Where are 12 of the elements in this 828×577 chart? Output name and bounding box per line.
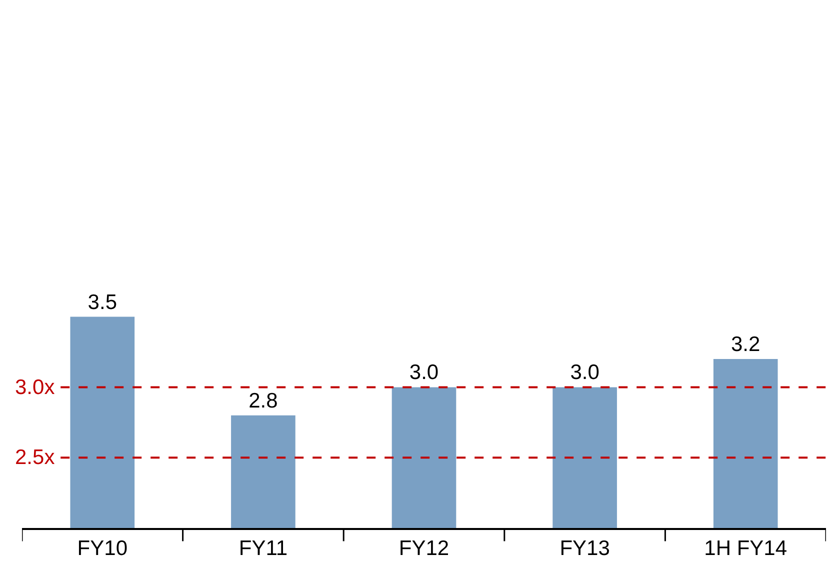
x-tick-label: FY12	[398, 537, 450, 560]
x-tick-label: FY13	[560, 537, 610, 560]
x-tick-label: FY11	[238, 537, 288, 560]
data-label: 3.0	[570, 361, 600, 384]
data-label: 3.2	[731, 333, 760, 356]
ref-line-label: 3.0x	[15, 376, 56, 399]
data-label: 2.8	[248, 389, 278, 412]
x-tick-label: 1H FY14	[704, 537, 788, 560]
ref-line-label: 2.5x	[15, 446, 56, 469]
data-label: 3.0	[409, 361, 439, 384]
data-label: 3.5	[88, 290, 117, 314]
x-tick-label: FY10	[77, 537, 128, 560]
